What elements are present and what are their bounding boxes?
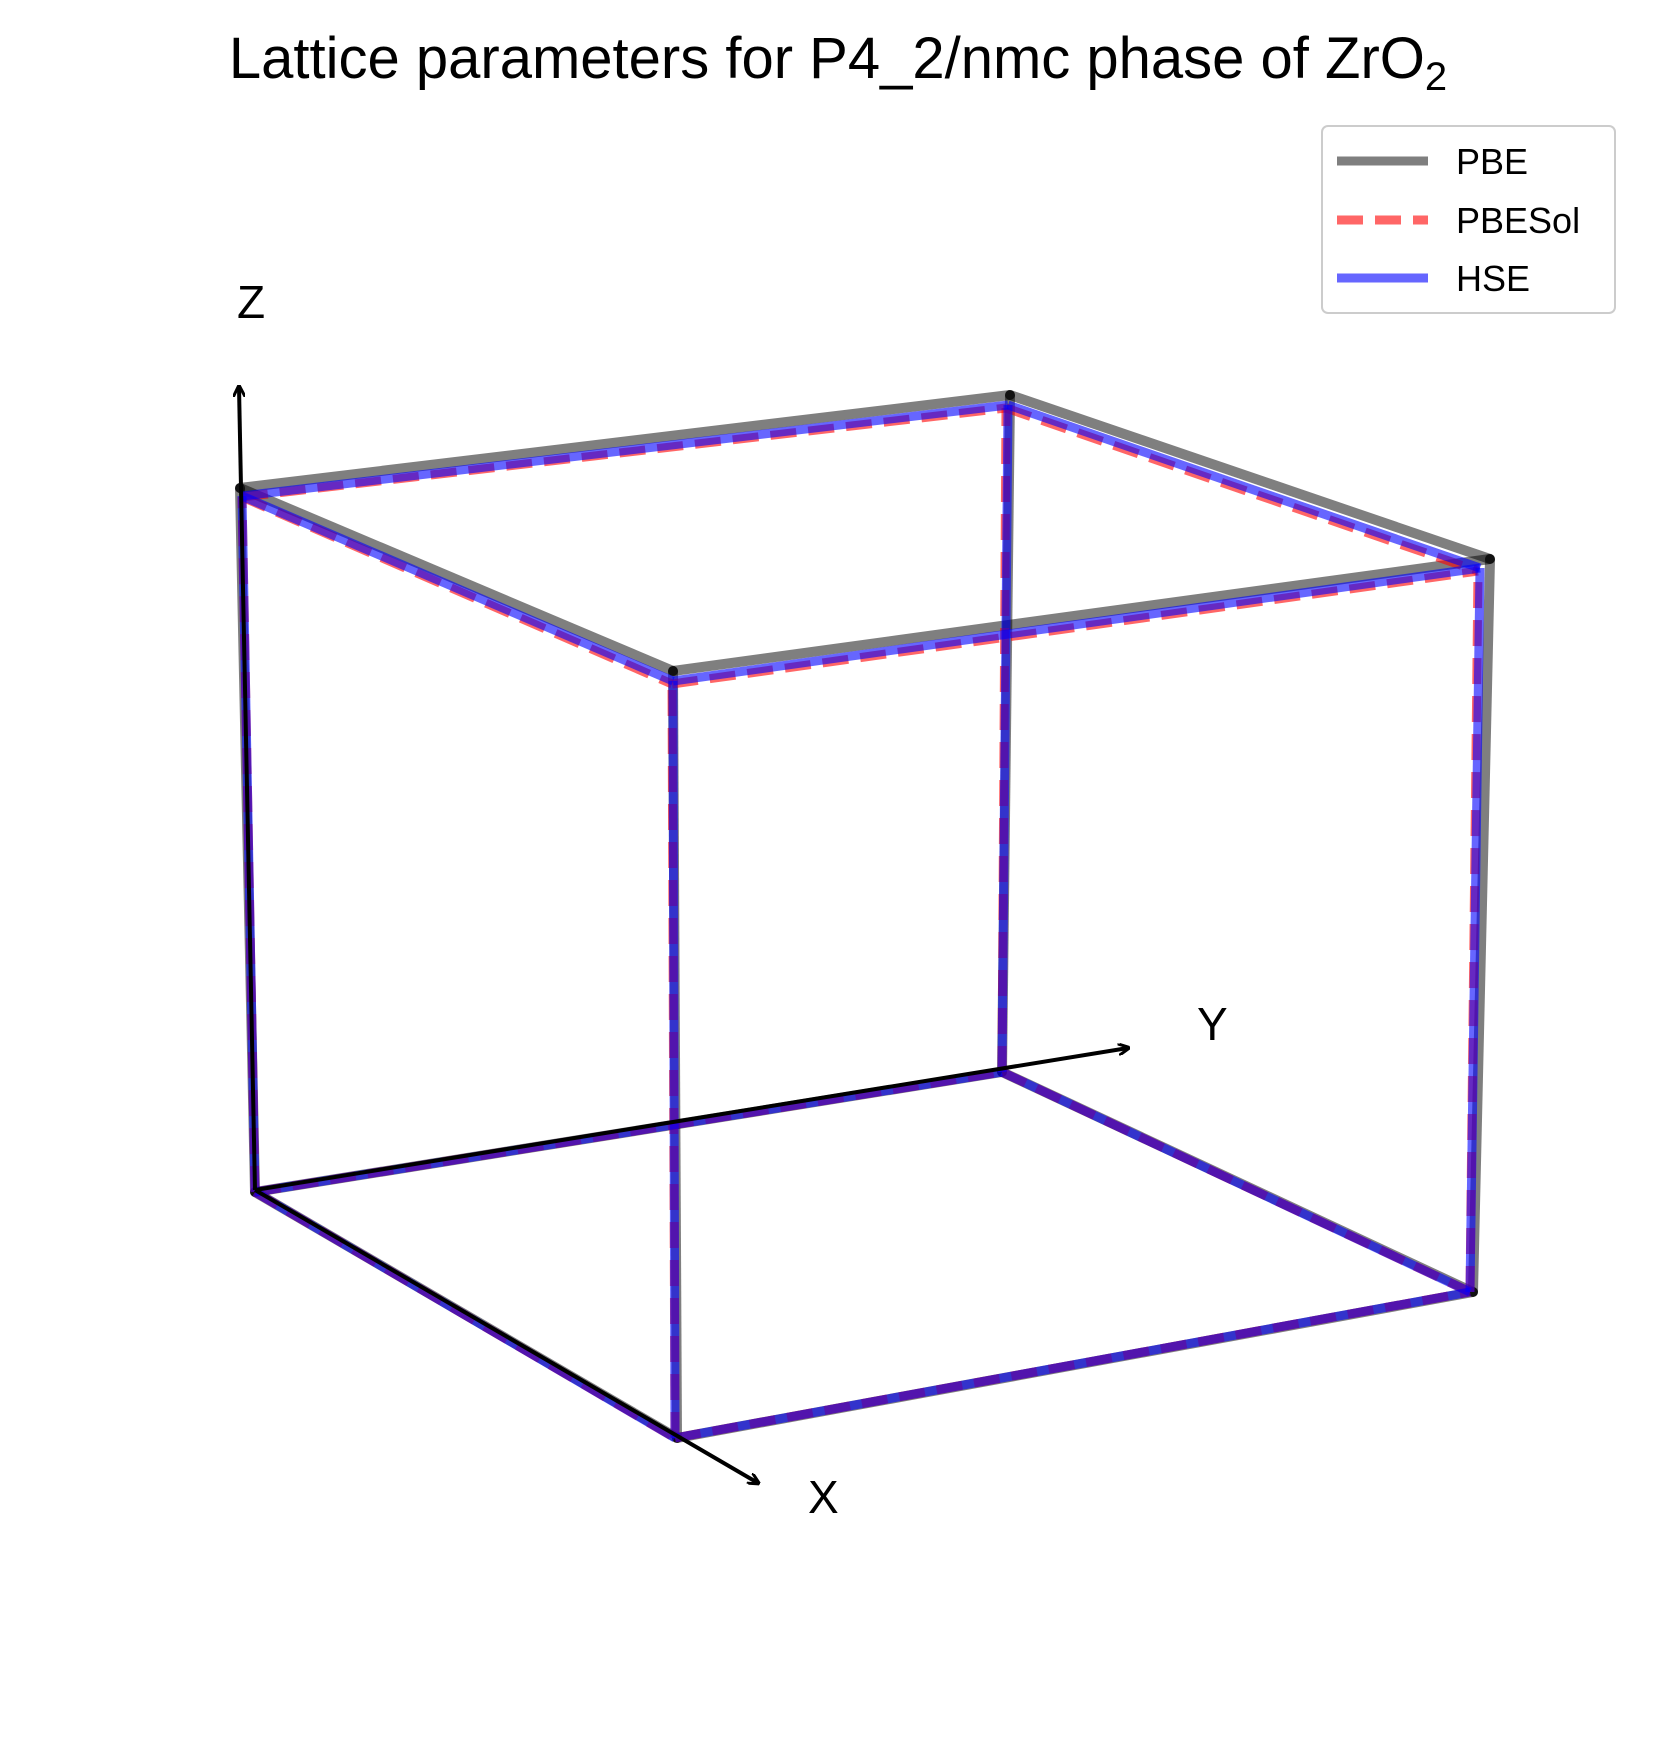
legend-label-hse: HSE [1456, 258, 1530, 299]
pbe-edge-z-xz [238, 483, 675, 676]
legend-item-hse: HSE [1337, 258, 1530, 299]
pbe-edge-xz-xyz [672, 554, 1491, 676]
hse-wireframe [237, 400, 1485, 1443]
pbe-edge-yz-xyz [1008, 390, 1492, 564]
legend-label-pbe: PBE [1456, 141, 1528, 182]
hse-edge-y-xy [1000, 1067, 1472, 1297]
hse-edge-o-y [254, 1067, 1003, 1197]
corner-marker-xz [668, 666, 678, 676]
hse-edge-x-xy [674, 1287, 1471, 1443]
hse-edge-yz-xyz [1006, 400, 1482, 573]
legend-item-pbesol: PBESol [1337, 200, 1580, 241]
legend-item-pbe: PBE [1337, 141, 1528, 182]
axis-arrows [239, 387, 1128, 1483]
chart-title: Lattice parameters for P4_2/nmc phase of… [229, 26, 1447, 99]
hse-edge-xy-xyz [1465, 567, 1485, 1293]
hse-edge-xz-xyz [672, 563, 1481, 686]
z-axis-label: Z [237, 276, 265, 328]
hse-edge-z-yz [241, 400, 1009, 501]
hse-edge-x-xz [668, 680, 680, 1439]
chart-title-subscript: 2 [1425, 55, 1447, 99]
y-axis-arrow [254, 1048, 1128, 1192]
chart-title-main: Lattice parameters for P4_2/nmc phase of… [229, 26, 1425, 91]
hse-edge-z-xz [240, 491, 675, 686]
corner-marker-yz [1005, 390, 1015, 400]
legend-label-pbesol: PBESol [1456, 200, 1580, 241]
x-axis-label: X [808, 1471, 839, 1523]
pbe-wireframe [235, 390, 1495, 1443]
x-axis-arrow [253, 1188, 758, 1483]
legend-frame [1321, 125, 1616, 314]
hse-edge-y-yz [997, 404, 1013, 1073]
y-axis-label: Y [1197, 998, 1228, 1050]
corner-marker-xyz [1485, 554, 1495, 564]
z-axis-arrow [239, 387, 257, 1191]
legend: PBE PBESol HSE [1321, 125, 1616, 314]
pbe-edge-z-yz [239, 390, 1011, 493]
